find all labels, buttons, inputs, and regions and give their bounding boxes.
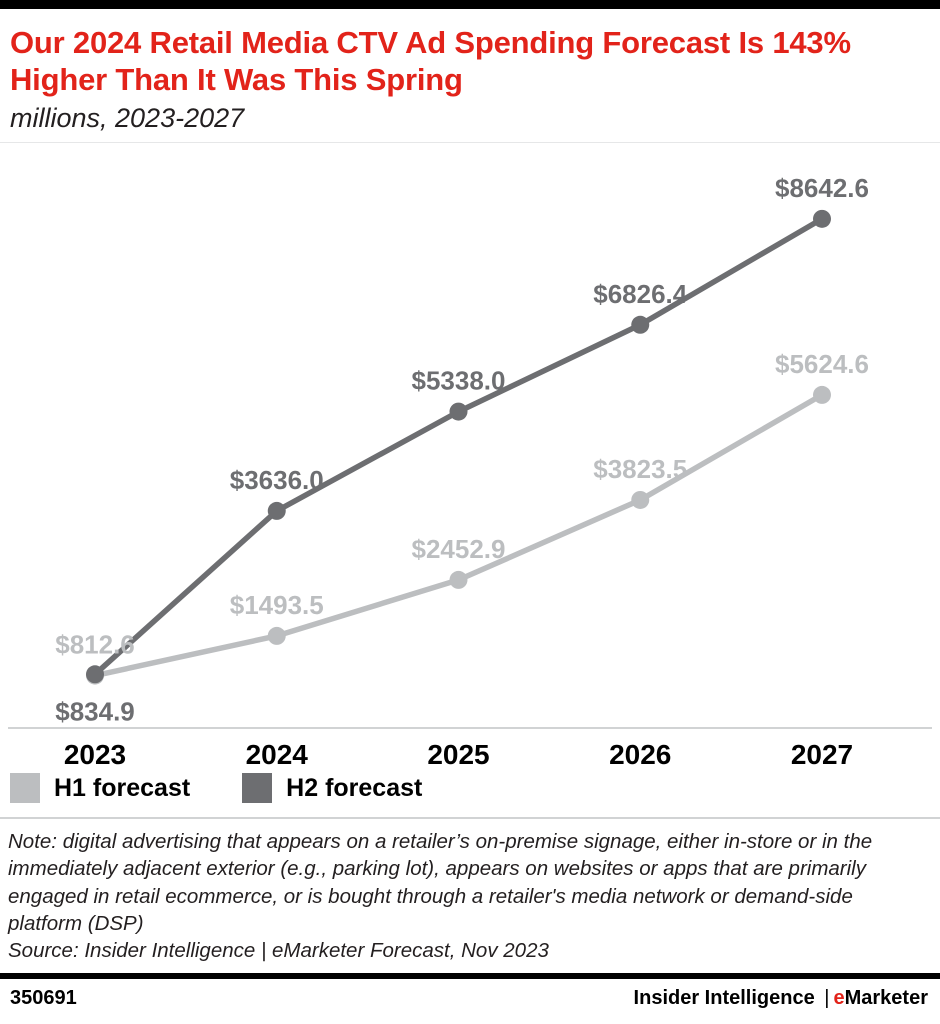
brand-lockup: Insider Intelligence | eMarketer [634,987,928,1010]
svg-text:$6826.4: $6826.4 [593,279,688,309]
h2-forecast-swatch-icon [242,773,273,804]
svg-text:2024: 2024 [246,739,309,770]
legend-item-h1-forecast: H1 forecast [10,773,191,804]
chart-legend: H1 forecast H2 forecast [0,773,940,804]
svg-text:$812.6: $812.6 [55,630,135,660]
chart-header: Our 2024 Retail Media CTV Ad Spending Fo… [0,9,940,144]
h1-forecast-swatch-icon [10,773,40,804]
svg-text:$5338.0: $5338.0 [412,366,506,396]
legend-label-h2: H2 forecast [286,773,423,802]
page-title: Our 2024 Retail Media CTV Ad Spending Fo… [10,25,851,97]
svg-text:$834.9: $834.9 [55,696,135,726]
brand-insider-intelligence: Insider Intelligence [633,987,815,1010]
svg-text:2027: 2027 [791,739,853,770]
svg-text:$3636.0: $3636.0 [230,465,324,495]
svg-text:$5624.6: $5624.6 [775,349,869,379]
source-text: Source: Insider Intelligence | eMarketer… [8,939,549,963]
svg-text:$8642.6: $8642.6 [775,173,869,203]
svg-text:2026: 2026 [609,739,671,770]
legend-item-h2-forecast: H2 forecast [242,773,423,804]
top-black-bar [0,0,940,9]
brand-emarketer-rest: Marketer [844,987,928,1010]
brand-separator: | [824,987,830,1010]
chart-id: 350691 [10,987,77,1010]
svg-text:$2452.9: $2452.9 [412,534,506,564]
svg-text:$1493.5: $1493.5 [230,590,324,620]
brand-emarketer-e: e [833,987,845,1010]
svg-text:$3823.5: $3823.5 [593,454,687,484]
note-divider [0,817,940,820]
footer: 350691 Insider Intelligence | eMarketer [0,979,940,1010]
footer-black-bar [0,973,940,980]
chart-area: 2023 2024 2025 2026 2027 $812.6 $1493.5 $2452.9… [0,143,940,773]
chart-subtitle: millions, 2023-2027 [10,103,245,134]
note-text: Note: digital advertising that appears o… [8,830,873,935]
svg-text:2025: 2025 [427,739,489,770]
ctv-ad-spending-line-chart: 2023 2024 2025 2026 2027 $812.6 $1493.5 $2452.9… [8,173,932,770]
legend-label-h1: H1 forecast [54,773,191,802]
svg-text:2023: 2023 [64,739,126,770]
